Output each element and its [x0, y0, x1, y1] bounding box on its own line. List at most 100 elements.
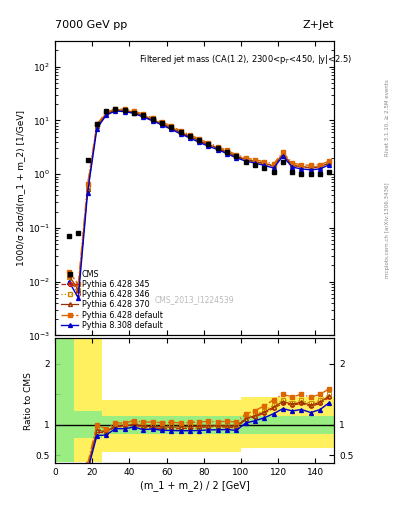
Text: Filtered jet mass (CA(1.2), 2300<p$_{T}$<450, |y|<2.5): Filtered jet mass (CA(1.2), 2300<p$_{T}$… — [139, 53, 352, 66]
CMS — [197, 137, 202, 143]
Pythia 6.428 346 — [309, 164, 313, 170]
Pythia 8.308 default — [123, 109, 127, 115]
Pythia 8.308 default — [327, 162, 332, 168]
Pythia 8.308 default — [225, 151, 230, 157]
CMS — [123, 107, 127, 113]
Pythia 6.428 346 — [104, 110, 108, 116]
Pythia 6.428 345 — [309, 165, 313, 171]
Pythia 6.428 default — [281, 149, 285, 155]
Pythia 6.428 370 — [281, 151, 285, 157]
Pythia 6.428 345 — [160, 121, 164, 127]
Pythia 8.308 default — [178, 131, 183, 137]
Pythia 8.308 default — [132, 110, 136, 116]
Text: CMS_2013_I1224539: CMS_2013_I1224539 — [155, 295, 234, 305]
Pythia 6.428 346 — [169, 124, 174, 130]
Pythia 8.308 default — [281, 153, 285, 159]
Pythia 6.428 370 — [187, 133, 192, 139]
Pythia 6.428 default — [104, 110, 108, 116]
Line: Pythia 6.428 370: Pythia 6.428 370 — [67, 108, 331, 292]
CMS — [318, 171, 323, 177]
Line: Pythia 6.428 346: Pythia 6.428 346 — [67, 108, 331, 292]
Pythia 6.428 345 — [151, 117, 155, 123]
Pythia 6.428 345 — [299, 164, 304, 170]
CMS — [215, 144, 220, 151]
Line: CMS: CMS — [66, 107, 332, 239]
Pythia 6.428 370 — [299, 164, 304, 170]
Text: 7000 GeV pp: 7000 GeV pp — [55, 19, 127, 30]
CMS — [178, 129, 183, 135]
Pythia 6.428 default — [215, 143, 220, 150]
Pythia 6.428 346 — [67, 274, 72, 281]
Pythia 6.428 default — [271, 161, 276, 167]
CMS — [104, 108, 108, 114]
Pythia 6.428 345 — [178, 130, 183, 136]
Text: mcplots.cern.ch [arXiv:1306.3436]: mcplots.cern.ch [arXiv:1306.3436] — [385, 183, 389, 278]
Line: Pythia 6.428 345: Pythia 6.428 345 — [67, 108, 331, 295]
Pythia 6.428 345 — [206, 142, 211, 148]
Pythia 6.428 default — [113, 105, 118, 112]
Pythia 6.428 370 — [262, 160, 267, 166]
Pythia 6.428 370 — [113, 106, 118, 113]
Pythia 6.428 370 — [327, 160, 332, 166]
Pythia 6.428 370 — [160, 120, 164, 126]
CMS — [281, 159, 285, 165]
Pythia 6.428 346 — [299, 163, 304, 169]
Pythia 6.428 default — [299, 162, 304, 168]
CMS — [243, 159, 248, 165]
Pythia 8.308 default — [85, 189, 90, 196]
Pythia 6.428 346 — [187, 133, 192, 139]
Pythia 6.428 346 — [318, 163, 323, 169]
Pythia 6.428 default — [178, 127, 183, 134]
Pythia 6.428 370 — [104, 111, 108, 117]
CMS — [141, 112, 146, 118]
Pythia 6.428 370 — [253, 158, 257, 164]
Pythia 8.308 default — [271, 165, 276, 171]
Pythia 6.428 346 — [178, 129, 183, 135]
Pythia 6.428 370 — [85, 186, 90, 193]
Pythia 6.428 345 — [197, 138, 202, 144]
Pythia 8.308 default — [67, 279, 72, 285]
Text: Z+Jet: Z+Jet — [303, 19, 334, 30]
Pythia 6.428 346 — [132, 109, 136, 115]
Pythia 8.308 default — [113, 108, 118, 114]
Pythia 6.428 default — [253, 157, 257, 163]
Legend: CMS, Pythia 6.428 345, Pythia 6.428 346, Pythia 6.428 370, Pythia 6.428 default,: CMS, Pythia 6.428 345, Pythia 6.428 346,… — [59, 268, 164, 331]
CMS — [271, 169, 276, 175]
Pythia 6.428 370 — [141, 113, 146, 119]
Pythia 6.428 370 — [271, 163, 276, 169]
Pythia 6.428 345 — [271, 163, 276, 169]
Pythia 6.428 346 — [206, 141, 211, 147]
Pythia 6.428 345 — [290, 162, 295, 168]
Pythia 6.428 default — [160, 119, 164, 125]
Pythia 6.428 370 — [178, 129, 183, 135]
Pythia 6.428 346 — [243, 156, 248, 162]
Pythia 6.428 345 — [225, 150, 230, 156]
Pythia 6.428 default — [309, 162, 313, 168]
CMS — [95, 121, 99, 127]
Y-axis label: 1000/σ 2dσ/d(m_1 + m_2) [1/GeV]: 1000/σ 2dσ/d(m_1 + m_2) [1/GeV] — [16, 110, 25, 266]
CMS — [67, 233, 72, 239]
Pythia 6.428 345 — [169, 125, 174, 132]
Pythia 6.428 345 — [76, 290, 81, 296]
Pythia 6.428 default — [318, 162, 323, 168]
Pythia 8.308 default — [243, 158, 248, 164]
Pythia 6.428 346 — [160, 120, 164, 126]
Pythia 6.428 default — [95, 121, 99, 127]
CMS — [234, 153, 239, 159]
Pythia 6.428 default — [123, 106, 127, 113]
Pythia 6.428 346 — [76, 287, 81, 293]
Pythia 8.308 default — [169, 126, 174, 133]
Pythia 6.428 345 — [262, 161, 267, 167]
Pythia 6.428 370 — [151, 117, 155, 123]
CMS — [327, 169, 332, 175]
Pythia 6.428 345 — [253, 159, 257, 165]
Pythia 6.428 345 — [104, 111, 108, 117]
Pythia 6.428 default — [187, 132, 192, 138]
Pythia 8.308 default — [187, 135, 192, 141]
Pythia 6.428 default — [225, 147, 230, 154]
Pythia 8.308 default — [95, 125, 99, 132]
Pythia 6.428 345 — [234, 154, 239, 160]
CMS — [187, 133, 192, 139]
Pythia 6.428 370 — [95, 123, 99, 129]
Pythia 6.428 346 — [197, 137, 202, 143]
